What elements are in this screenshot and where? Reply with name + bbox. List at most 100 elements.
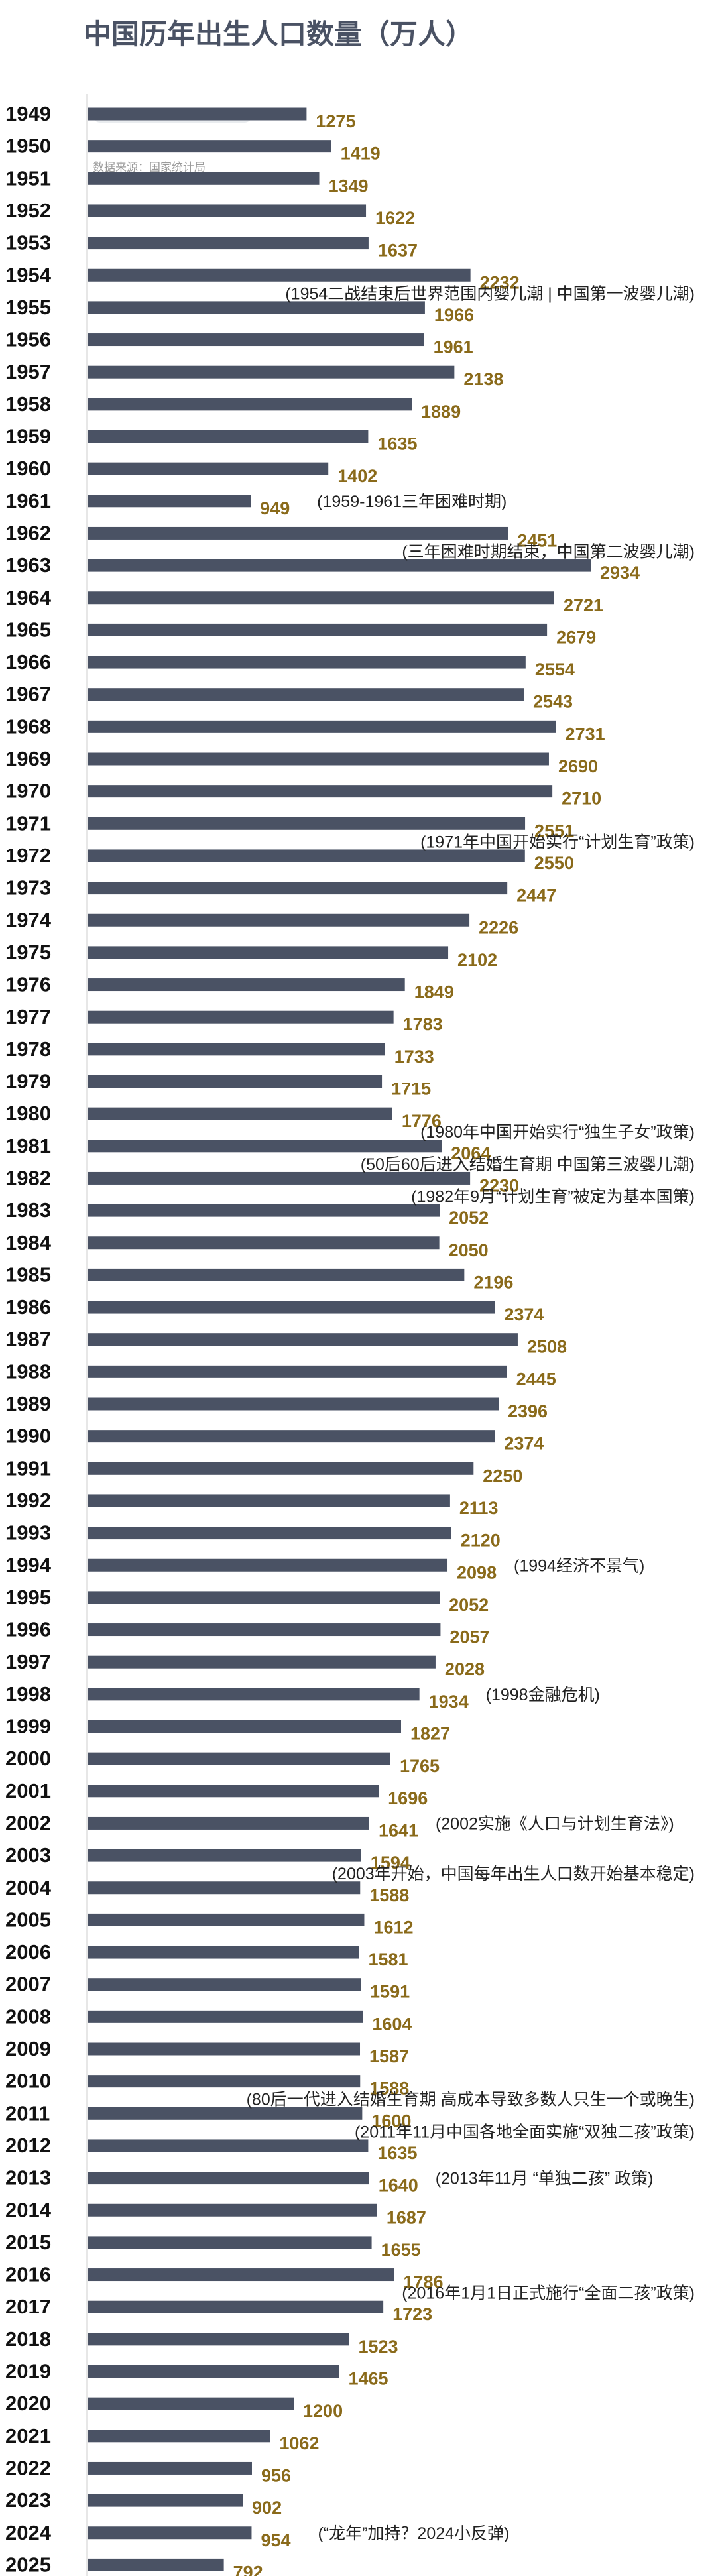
year-label: 1959 — [5, 425, 51, 448]
bar — [88, 1075, 383, 1088]
bar — [88, 398, 412, 411]
bar — [88, 817, 526, 830]
bar — [88, 882, 508, 895]
year-label: 1979 — [5, 1070, 51, 1093]
value-label: 2731 — [566, 724, 605, 744]
value-label: 2052 — [449, 1595, 489, 1615]
bar — [88, 1333, 518, 1346]
value-label: 956 — [261, 2465, 291, 2485]
value-label: 2679 — [556, 627, 596, 647]
value-label: 2226 — [479, 917, 518, 937]
value-label: 2138 — [463, 369, 503, 389]
year-label: 2013 — [5, 2166, 51, 2190]
value-label: 1715 — [391, 1079, 431, 1099]
bar — [88, 849, 525, 862]
value-label: 2232 — [480, 272, 520, 292]
bar — [88, 1655, 436, 1669]
annotation-label: (1980年中国开始实行“独生子女”政策) — [420, 1123, 695, 1142]
bar — [88, 1913, 365, 1926]
year-label: 1987 — [5, 1328, 51, 1351]
year-label: 1989 — [5, 1392, 51, 1415]
value-label: 2934 — [600, 563, 640, 583]
bar — [88, 1752, 390, 1765]
year-label: 2014 — [5, 2198, 52, 2221]
year-label: 1972 — [5, 844, 51, 867]
year-label: 1990 — [5, 1425, 51, 1448]
value-label: 2052 — [449, 1208, 489, 1228]
year-label: 1996 — [5, 1618, 51, 1641]
year-label: 1950 — [5, 135, 51, 158]
year-label: 1986 — [5, 1295, 51, 1318]
year-label: 2024 — [5, 2521, 52, 2544]
bar — [88, 2397, 294, 2410]
bar — [88, 591, 554, 605]
annotation-label: (“龙年”加持？2024小反弹) — [318, 2524, 509, 2543]
year-label: 1983 — [5, 1199, 51, 1222]
value-label: 1349 — [329, 176, 369, 196]
bar — [88, 1462, 474, 1475]
bar — [88, 623, 548, 636]
value-label: 1966 — [434, 305, 474, 325]
value-label: 1637 — [378, 241, 418, 261]
value-label: 2196 — [473, 1272, 513, 1292]
bar — [88, 1720, 402, 1733]
bar — [88, 656, 526, 669]
year-label: 1973 — [5, 876, 51, 900]
bar — [88, 526, 508, 540]
year-label: 2021 — [5, 2424, 51, 2447]
year-label: 1966 — [5, 650, 51, 673]
value-label: 1765 — [400, 1756, 440, 1776]
year-label: 1982 — [5, 1166, 51, 1189]
year-label: 2015 — [5, 2231, 51, 2254]
value-label: 1588 — [369, 2079, 409, 2099]
year-label: 2007 — [5, 1973, 51, 1996]
year-label: 1981 — [5, 1134, 51, 1157]
year-label: 1968 — [5, 715, 51, 738]
year-label: 1978 — [5, 1037, 51, 1061]
bar — [88, 1978, 361, 1991]
year-label: 1974 — [5, 908, 52, 931]
value-label: 2447 — [516, 886, 556, 906]
year-label: 1954 — [5, 263, 52, 286]
value-label: 1581 — [368, 1950, 408, 1969]
bar — [88, 2010, 363, 2023]
bar — [88, 1623, 441, 1637]
value-label: 1934 — [429, 1692, 469, 1712]
value-label: 954 — [261, 2530, 290, 2550]
bar — [88, 1268, 465, 1281]
bar — [88, 430, 369, 443]
annotation-label: (2013年11月 “单独二孩” 政策) — [436, 2170, 654, 2188]
year-label: 2006 — [5, 1940, 51, 1963]
bar — [88, 237, 369, 250]
year-label: 1970 — [5, 780, 51, 803]
year-label: 2017 — [5, 2295, 51, 2318]
year-label: 2003 — [5, 1844, 51, 1867]
value-label: 1827 — [410, 1724, 450, 1744]
value-label: 1622 — [375, 208, 415, 228]
year-label: 1952 — [5, 199, 51, 222]
bar — [88, 1785, 379, 1798]
bar — [88, 1816, 369, 1830]
bar — [88, 2300, 384, 2313]
year-label: 2005 — [5, 1908, 51, 1931]
year-label: 2018 — [5, 2327, 51, 2351]
value-label: 2120 — [461, 1531, 501, 1551]
value-label: 1786 — [403, 2272, 443, 2292]
year-label: 2010 — [5, 2070, 51, 2093]
bar — [88, 785, 553, 798]
bar — [88, 1946, 359, 1959]
bar — [88, 462, 329, 475]
year-label: 2009 — [5, 2037, 51, 2060]
bar — [88, 2236, 372, 2249]
bar — [88, 2365, 339, 2378]
bar — [88, 301, 425, 314]
annotation-label: (1994经济不景气) — [514, 1556, 644, 1575]
bar — [88, 1591, 440, 1604]
year-label: 1964 — [5, 586, 52, 609]
bar — [88, 1171, 471, 1185]
annotation-label: (1998金融危机) — [486, 1686, 600, 1704]
annotation-label: (2011年11月中国各地全面实施“双独二孩”政策) — [355, 2123, 695, 2141]
annotation-label: (1982年9月“计划生育”被定为基本国策) — [411, 1187, 695, 1206]
bar — [88, 495, 251, 508]
